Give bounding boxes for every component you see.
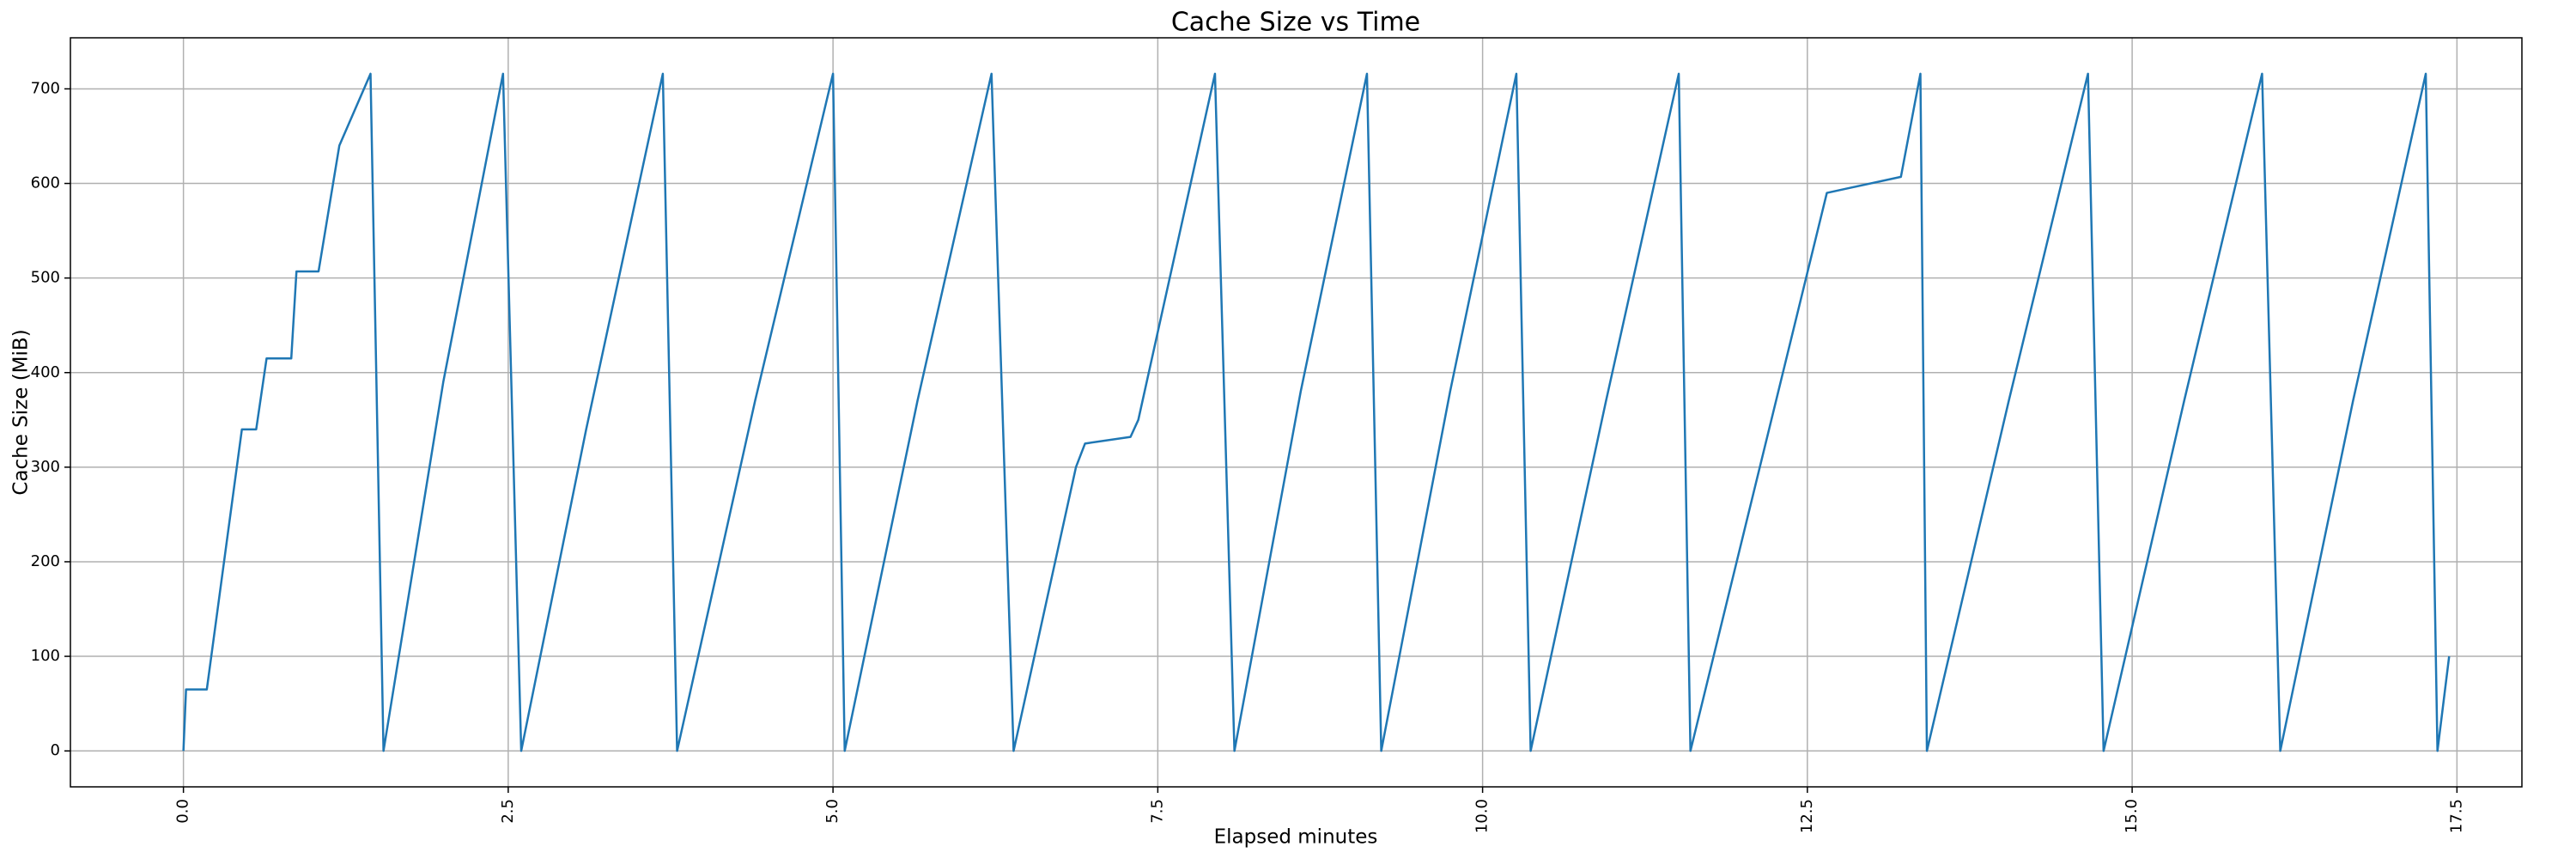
x-tick-label: 7.5 <box>1148 799 1166 824</box>
y-tick-label: 600 <box>31 174 60 192</box>
y-tick-label: 0 <box>51 741 60 759</box>
y-tick-label: 500 <box>31 269 60 287</box>
x-tick-label: 2.5 <box>499 799 517 824</box>
x-tick-label: 10.0 <box>1473 799 1492 833</box>
x-axis-label: Elapsed minutes <box>1214 826 1378 849</box>
y-tick-label: 700 <box>31 79 60 97</box>
y-axis-label: Cache Size (MiB) <box>10 329 33 495</box>
x-tick-label: 15.0 <box>2123 799 2141 833</box>
y-tick-label: 200 <box>31 552 60 570</box>
data-line <box>182 72 2451 752</box>
y-tick-label: 400 <box>31 363 60 381</box>
y-tick-label: 100 <box>31 647 60 665</box>
y-tick-label: 300 <box>31 458 60 476</box>
x-tick-label: 0.0 <box>174 799 192 824</box>
x-tick-label: 17.5 <box>2447 799 2465 833</box>
chart-title: Cache Size vs Time <box>1171 8 1420 38</box>
plot-frame <box>70 37 2523 788</box>
x-tick-label: 5.0 <box>823 799 841 824</box>
x-tick-label: 12.5 <box>1798 799 1816 833</box>
